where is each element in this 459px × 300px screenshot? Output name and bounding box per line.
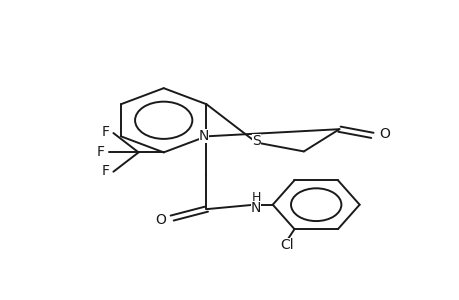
Text: F: F (101, 125, 109, 140)
Text: H: H (251, 191, 260, 204)
Text: F: F (96, 145, 104, 159)
Text: N: N (251, 201, 261, 215)
Text: F: F (101, 164, 109, 178)
Text: O: O (379, 127, 390, 141)
Text: Cl: Cl (279, 238, 293, 252)
Text: N: N (199, 129, 209, 143)
Text: O: O (155, 213, 166, 226)
Text: S: S (252, 134, 260, 148)
